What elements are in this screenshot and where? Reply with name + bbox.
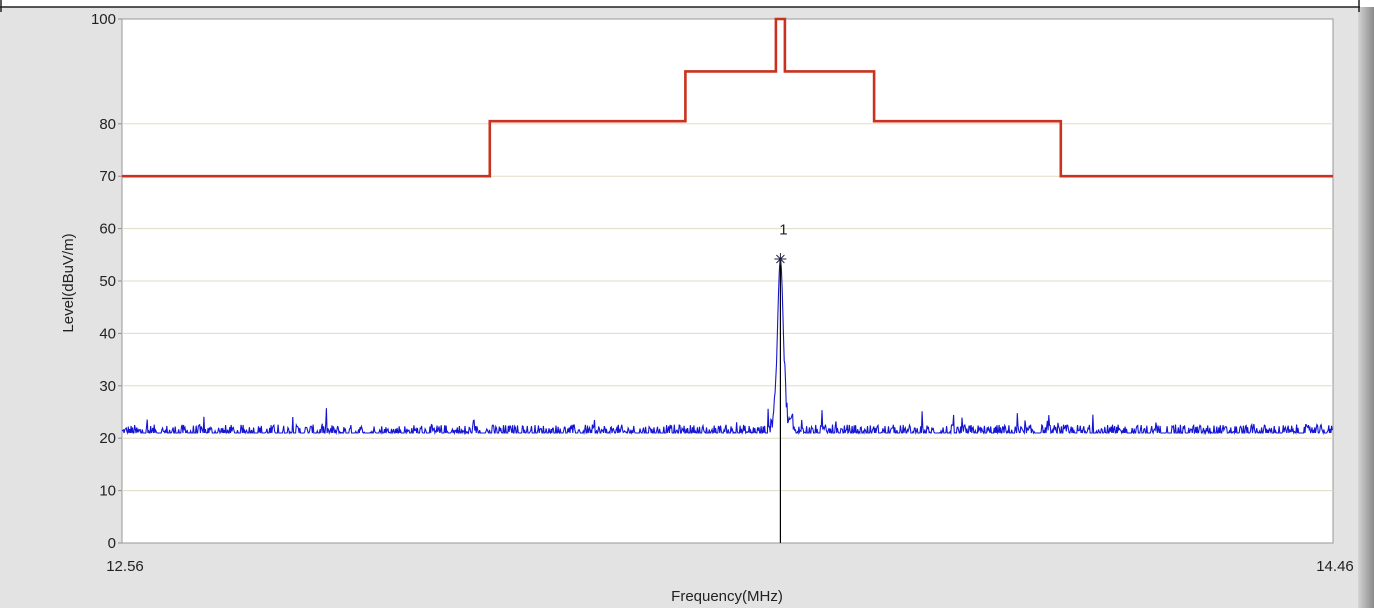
y-tick-label-10: 10 — [99, 483, 116, 500]
panel-top-border — [0, 0, 1374, 7]
measured-trace — [121, 258, 1333, 436]
y-tick-label-70: 70 — [99, 168, 116, 185]
y-tick-label-60: 60 — [99, 221, 116, 238]
limit-line — [122, 17, 1333, 178]
y-tick-label-20: 20 — [99, 430, 116, 447]
x-axis-title: Frequency(MHz) — [671, 588, 783, 605]
marker-layer: 1 — [774, 222, 788, 543]
x-tick-label-max: 14.46 — [1316, 558, 1354, 575]
marker-cross-d2-1 — [776, 254, 785, 264]
panel-right-edge — [1358, 0, 1374, 608]
y-tick-label-80: 80 — [99, 116, 116, 133]
x-tick-label-min: 12.56 — [106, 558, 144, 575]
x-tick-labels: 12.56 14.46 — [106, 558, 1354, 575]
y-axis-title: Level(dBuV/m) — [60, 233, 77, 332]
y-tick-labels: 0 10 20 30 40 50 60 70 80 100 — [91, 11, 122, 552]
marker-label-1: 1 — [779, 222, 787, 239]
y-tick-label-40: 40 — [99, 325, 116, 342]
y-tick-label-30: 30 — [99, 378, 116, 395]
y-tick-label-0: 0 — [108, 535, 116, 552]
y-tick-label-50: 50 — [99, 273, 116, 290]
y-tick-label-100: 100 — [91, 11, 116, 28]
series-layer — [121, 17, 1333, 436]
